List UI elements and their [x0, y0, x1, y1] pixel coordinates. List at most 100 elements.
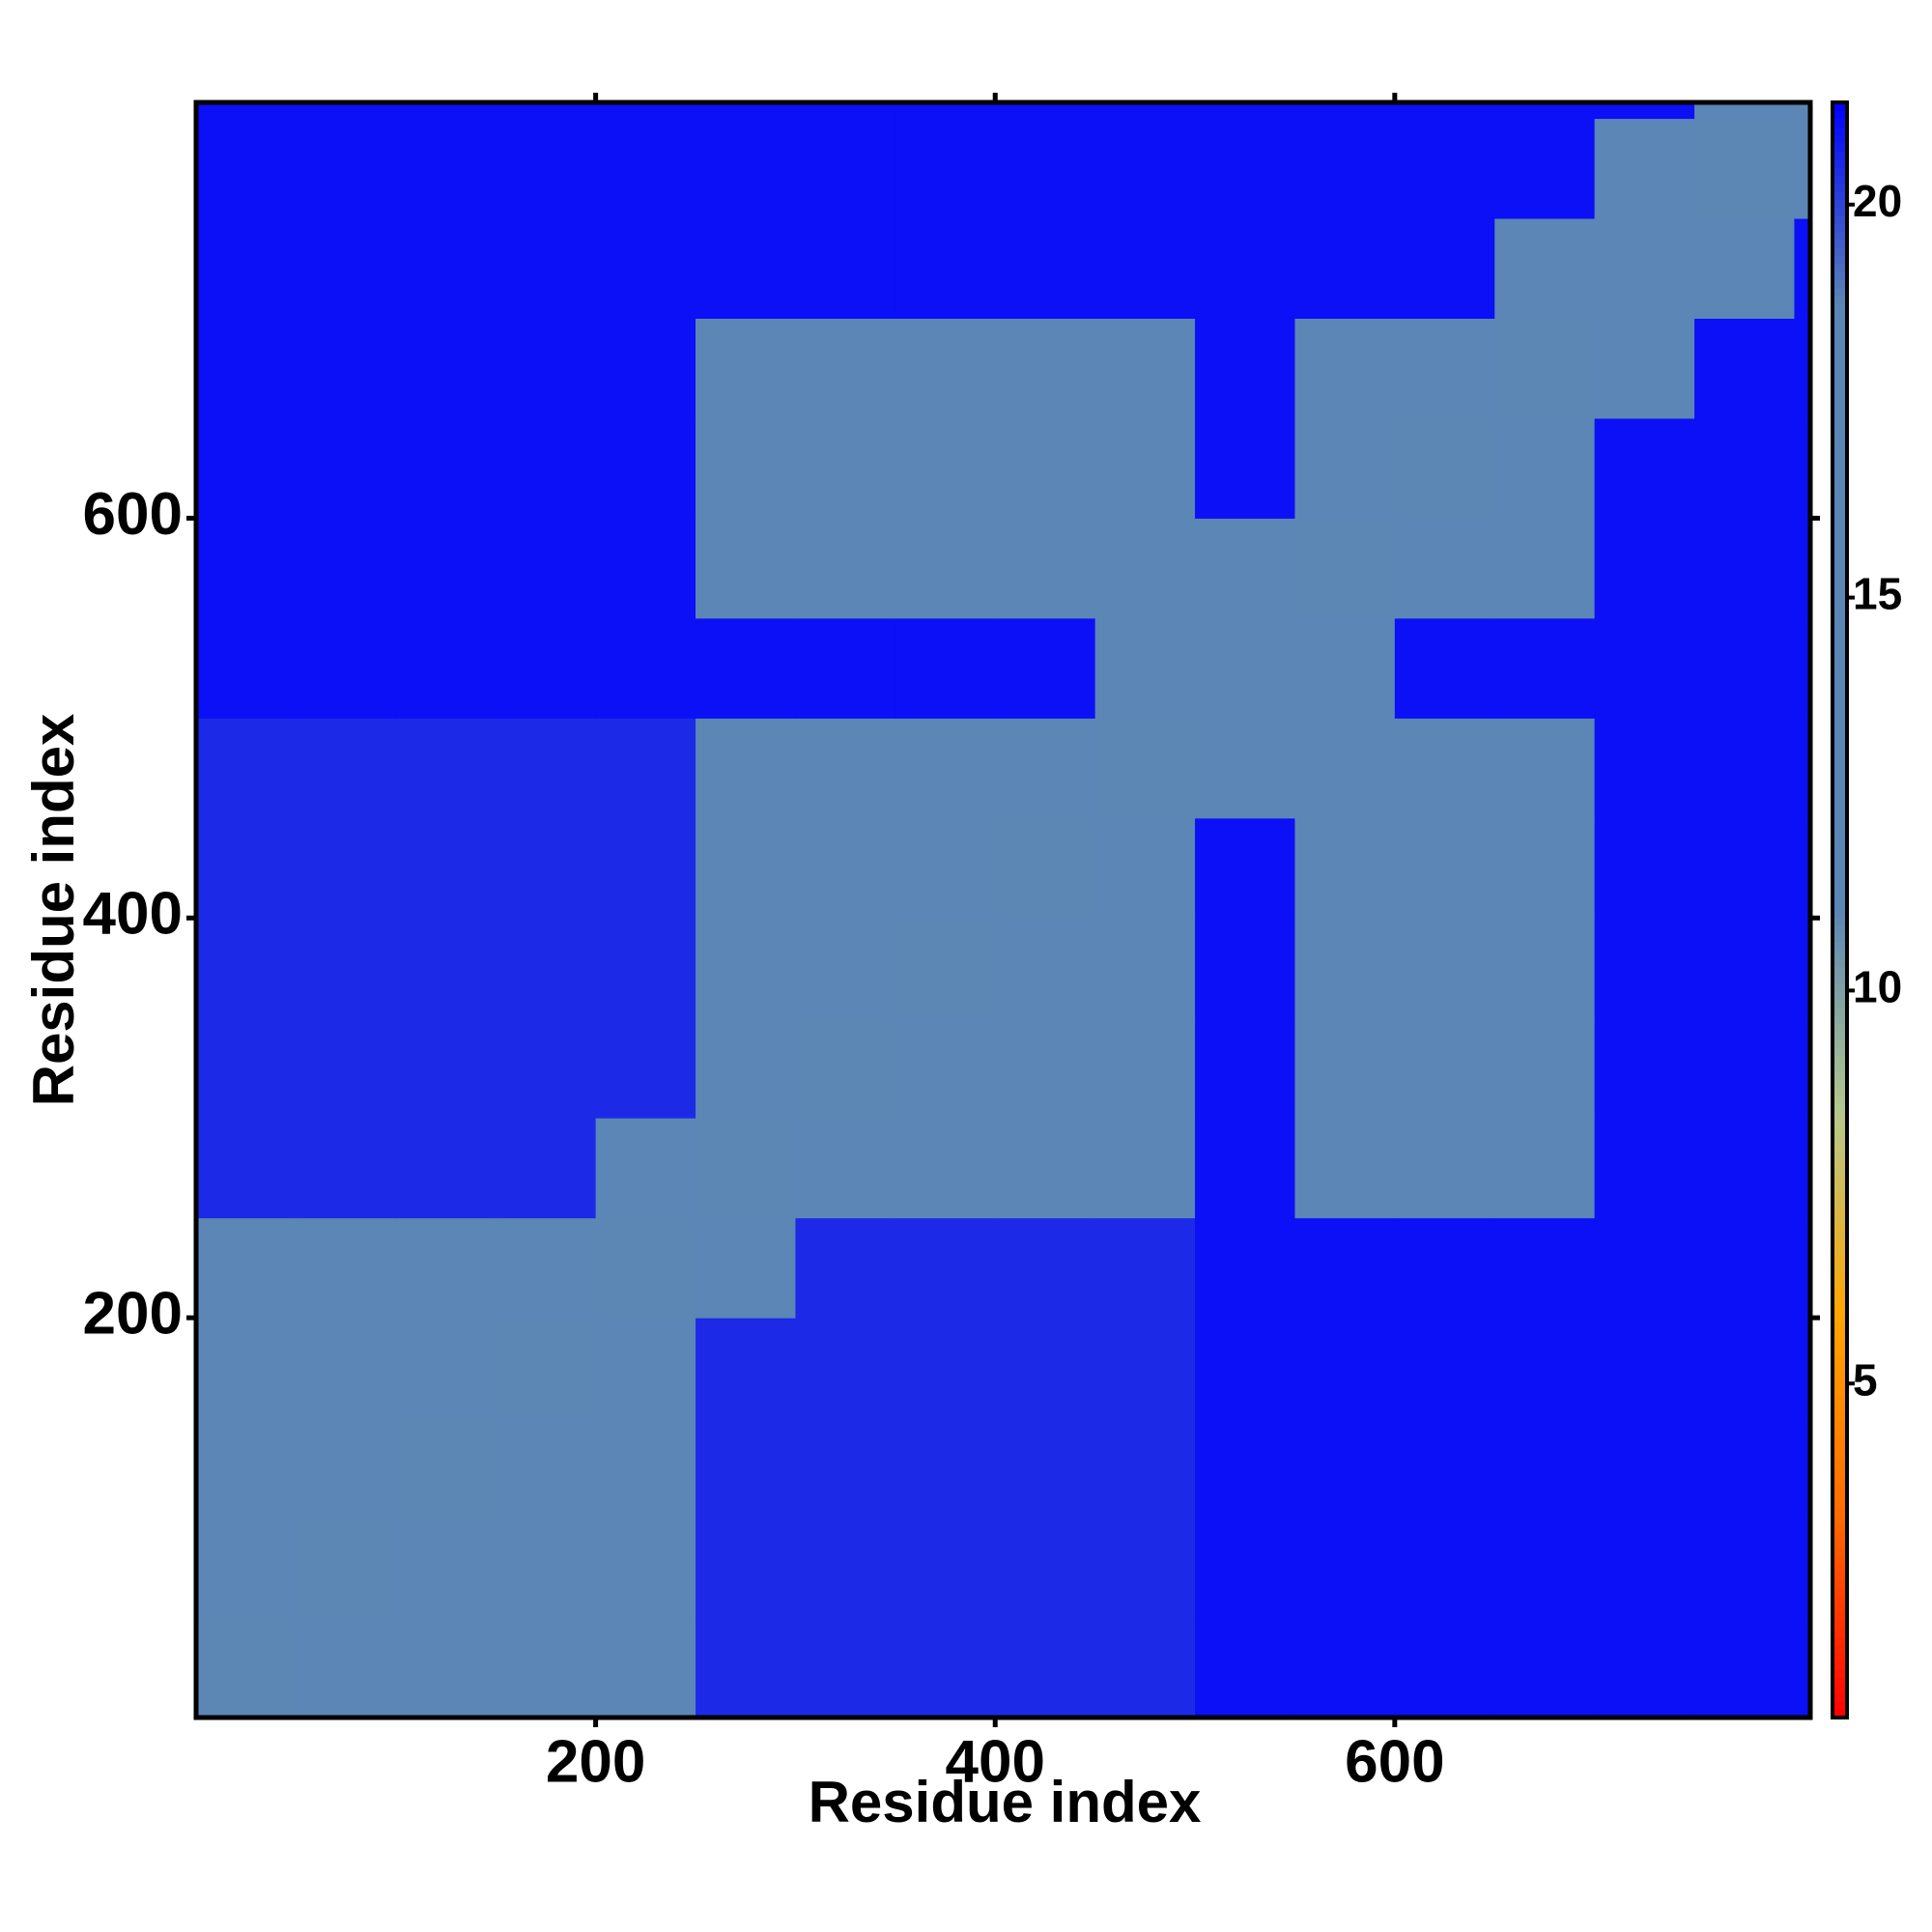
colorbar-segment [1833, 506, 1847, 515]
y-axis-title: Residue index [21, 714, 86, 1107]
colorbar-segment [1833, 368, 1847, 378]
colorbar-tick-label: 20 [1853, 176, 1902, 226]
heatmap-cell [1594, 102, 1695, 120]
colorbar-segment [1833, 901, 1847, 911]
colorbar-segment [1833, 998, 1847, 1008]
colorbar-segment [1833, 344, 1847, 354]
heatmap-cell [1195, 1617, 1295, 1719]
heatmap-cell [696, 817, 796, 919]
heatmap-cell [496, 617, 597, 719]
colorbar-segment [1833, 1031, 1847, 1040]
heatmap-cell [296, 1318, 397, 1419]
x-tick-label: 200 [546, 1728, 645, 1795]
heatmap-cell [1694, 102, 1795, 120]
heatmap-cell [1195, 417, 1295, 519]
heatmap-cell [496, 1417, 597, 1519]
colorbar-tick-label: 15 [1853, 569, 1902, 619]
heatmap-cell [1394, 417, 1495, 519]
colorbar-segment [1833, 514, 1847, 524]
heatmap-cell [395, 518, 497, 619]
colorbar-segment [1833, 1531, 1847, 1541]
colorbar-segment [1833, 603, 1847, 612]
heatmap-cell [1294, 817, 1396, 919]
heatmap-cell [1094, 1118, 1196, 1219]
heatmap-cell [395, 417, 497, 519]
heatmap-cell [1394, 617, 1495, 719]
colorbar-segment [1833, 360, 1847, 370]
colorbar-segment [1833, 1168, 1847, 1178]
heatmap-cell [296, 1217, 397, 1319]
colorbar-segment [1833, 473, 1847, 483]
heatmap-cell [595, 118, 696, 219]
heatmap-cell [1594, 617, 1695, 719]
heatmap-cell [1594, 518, 1695, 619]
heatmap-cell [895, 1118, 996, 1219]
colorbar-segment [1833, 384, 1847, 394]
heatmap-cell [395, 118, 497, 219]
heatmap-cell [1494, 1017, 1596, 1119]
colorbar-segment [1833, 925, 1847, 935]
colorbar-segment [1833, 1402, 1847, 1411]
heatmap-cell [1694, 617, 1795, 719]
colorbar-segment [1833, 1321, 1847, 1331]
colorbar-segment [1833, 659, 1847, 668]
colorbar-segment [1833, 1305, 1847, 1315]
colorbar-segment [1833, 699, 1847, 709]
heatmap-cell [1794, 318, 1811, 419]
colorbar-segment [1833, 1588, 1847, 1598]
heatmap-cell [1694, 918, 1795, 1019]
heatmap-cell [1195, 1318, 1295, 1419]
heatmap-cell [595, 1017, 696, 1119]
heatmap-cell [1694, 1017, 1795, 1119]
heatmap-cell [496, 1017, 597, 1119]
colorbar-segment [1833, 982, 1847, 992]
heatmap-cell [895, 518, 996, 619]
heatmap-cell [296, 218, 397, 319]
colorbar-tick-label: 10 [1853, 962, 1902, 1012]
heatmap-cell [1094, 617, 1196, 719]
colorbar-segment [1833, 1466, 1847, 1476]
heatmap-cell [196, 218, 297, 319]
heatmap-cell [1094, 1518, 1196, 1619]
colorbar-segment [1833, 966, 1847, 976]
colorbar-segment [1833, 175, 1847, 185]
heatmap-cell [1094, 817, 1196, 919]
heatmap-cell [1794, 1017, 1811, 1119]
heatmap-cell [595, 1417, 696, 1519]
colorbar-segment [1833, 1120, 1847, 1129]
colorbar-segment [1833, 1055, 1847, 1065]
heatmap-cell [595, 1617, 696, 1719]
colorbar-segment [1833, 1692, 1847, 1702]
colorbar-segment [1833, 336, 1847, 346]
heatmap-cell [1694, 417, 1795, 519]
colorbar-segment [1833, 1160, 1847, 1170]
heatmap-cell [696, 718, 796, 819]
heatmap-cell [1394, 918, 1495, 1019]
colorbar-segment [1833, 1548, 1847, 1557]
heatmap-cell [1794, 102, 1811, 120]
colorbar-segment [1833, 1636, 1847, 1646]
colorbar-segment [1833, 1353, 1847, 1363]
colorbar-segment [1833, 579, 1847, 588]
heatmap-cell [795, 102, 896, 120]
heatmap-cell [1594, 718, 1695, 819]
heatmap-cell [895, 1417, 996, 1519]
heatmap-cell [1294, 918, 1396, 1019]
heatmap-cell [496, 118, 597, 219]
heatmap-cell [995, 118, 1096, 219]
colorbar-segment [1833, 1240, 1847, 1250]
heatmap-cell [795, 1417, 896, 1519]
colorbar-segment [1833, 151, 1847, 160]
heatmap-cell [1294, 102, 1396, 120]
x-axis-title: Residue index [809, 1770, 1202, 1834]
heatmap-cell [1694, 518, 1795, 619]
heatmap-cell [1394, 118, 1495, 219]
heatmap-cell [1594, 1617, 1695, 1719]
heatmap-cell [795, 318, 896, 419]
colorbar-segment [1833, 683, 1847, 693]
heatmap-cell [595, 1118, 696, 1219]
heatmap-cell [1494, 1318, 1596, 1419]
heatmap-cell [296, 518, 397, 619]
colorbar-segment [1833, 781, 1847, 790]
colorbar-segment [1833, 1701, 1847, 1711]
